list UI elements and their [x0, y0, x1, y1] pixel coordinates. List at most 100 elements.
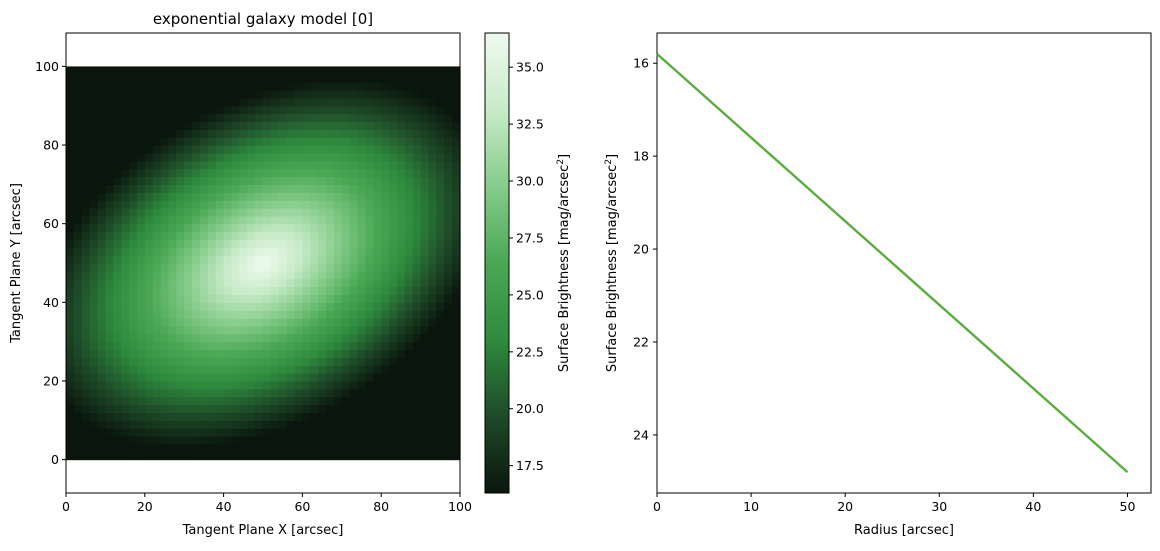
heatmap-cell: [444, 247, 453, 256]
heatmap-cell: [326, 263, 335, 272]
heatmap-cell: [333, 373, 343, 382]
heatmap-cell: [326, 168, 335, 178]
heatmap-cell: [113, 349, 122, 358]
heatmap-cell: [129, 349, 138, 358]
heatmap-cell: [333, 286, 343, 296]
heatmap-cell: [436, 286, 445, 296]
heatmap-cell: [389, 105, 398, 115]
heatmap-cell: [231, 152, 240, 162]
heatmap-cell: [184, 270, 193, 280]
heatmap-cell: [270, 341, 280, 351]
heatmap-cell: [420, 373, 430, 382]
heatmap-cell: [66, 160, 75, 170]
heatmap-cell: [389, 357, 398, 366]
heatmap-cell: [318, 373, 327, 382]
heatmap-cell: [373, 310, 382, 319]
heatmap-cell: [239, 365, 248, 374]
heatmap-cell: [144, 333, 154, 343]
heatmap-cell: [176, 420, 185, 429]
heatmap-cell: [160, 270, 170, 280]
heatmap-cell: [144, 302, 154, 311]
heatmap-cell: [239, 263, 248, 272]
heatmap-cell: [97, 121, 106, 130]
heatmap-cell: [452, 121, 461, 130]
heatmap-cell: [113, 168, 122, 178]
heatmap-cell: [207, 365, 217, 374]
heatmap-cell: [333, 443, 343, 453]
heatmap-cell: [66, 184, 75, 193]
heatmap-cell: [207, 373, 217, 382]
heatmap-cell: [412, 74, 422, 83]
heatmap-cell: [176, 239, 185, 248]
heatmap-cell: [105, 365, 114, 374]
heatmap-cell: [231, 435, 240, 445]
heatmap-cell: [341, 66, 351, 75]
heatmap-cell: [168, 428, 177, 437]
heatmap-cell: [326, 113, 335, 123]
heatmap-cell: [239, 333, 248, 343]
heatmap-cell: [231, 66, 240, 75]
heatmap-cell: [152, 286, 162, 296]
heatmap-cell: [326, 278, 335, 288]
heatmap-cell: [452, 302, 461, 311]
heatmap-cell: [160, 286, 170, 296]
heatmap-cell: [270, 192, 280, 201]
heatmap-cell: [136, 435, 146, 445]
heatmap-cell: [318, 420, 327, 429]
heatmap-cell: [404, 420, 414, 429]
heatmap-cell: [420, 255, 430, 264]
heatmap-cell: [436, 325, 445, 335]
heatmap-cell: [81, 373, 91, 382]
heatmap-cell: [373, 318, 382, 327]
x-tick-label: 40: [216, 499, 232, 514]
heatmap-cell: [333, 137, 343, 146]
heatmap-cell: [396, 294, 406, 303]
heatmap-cell: [136, 373, 146, 382]
heatmap-cell: [310, 145, 319, 154]
heatmap-cell: [428, 451, 437, 461]
heatmap-cell: [152, 420, 162, 429]
heatmap-cell: [263, 200, 272, 209]
heatmap-cell: [412, 412, 422, 421]
heatmap-cell: [192, 90, 201, 99]
heatmap-cell: [66, 137, 75, 146]
heatmap-cell: [136, 428, 146, 437]
heatmap-cell: [270, 333, 280, 343]
heatmap-cell: [239, 404, 248, 414]
heatmap-cell: [129, 223, 138, 233]
heatmap-cell: [436, 247, 445, 256]
heatmap-cell: [81, 152, 91, 162]
heatmap-cell: [270, 66, 280, 75]
heatmap-cell: [357, 66, 367, 75]
heatmap-cell: [420, 184, 430, 193]
heatmap-cell: [113, 357, 122, 366]
heatmap-cell: [436, 278, 445, 288]
heatmap-cell: [247, 412, 256, 421]
heatmap-cell: [136, 192, 146, 201]
heatmap-cell: [389, 443, 398, 453]
heatmap-cell: [223, 341, 233, 351]
heatmap-cell: [168, 145, 177, 154]
heatmap-cell: [199, 451, 209, 461]
heatmap-cell: [184, 121, 193, 130]
heatmap-cell: [121, 168, 130, 178]
heatmap-cell: [207, 318, 217, 327]
heatmap-cell: [341, 325, 351, 335]
heatmap-cell: [270, 113, 280, 123]
heatmap-cell: [255, 310, 264, 319]
heatmap-cell: [341, 223, 351, 233]
heatmap-cell: [436, 357, 445, 366]
heatmap-cell: [381, 278, 390, 288]
heatmap-cell: [365, 121, 374, 130]
heatmap-cell: [428, 121, 437, 130]
heatmap-cell: [436, 349, 445, 358]
heatmap-cell: [160, 263, 170, 272]
heatmap-cell: [452, 66, 461, 75]
heatmap-cell: [310, 310, 319, 319]
heatmap-cell: [199, 129, 209, 138]
heatmap-cell: [184, 247, 193, 256]
heatmap-cell: [97, 113, 106, 123]
heatmap-cell: [373, 223, 382, 233]
heatmap-cell: [452, 184, 461, 193]
heatmap-cell: [389, 325, 398, 335]
